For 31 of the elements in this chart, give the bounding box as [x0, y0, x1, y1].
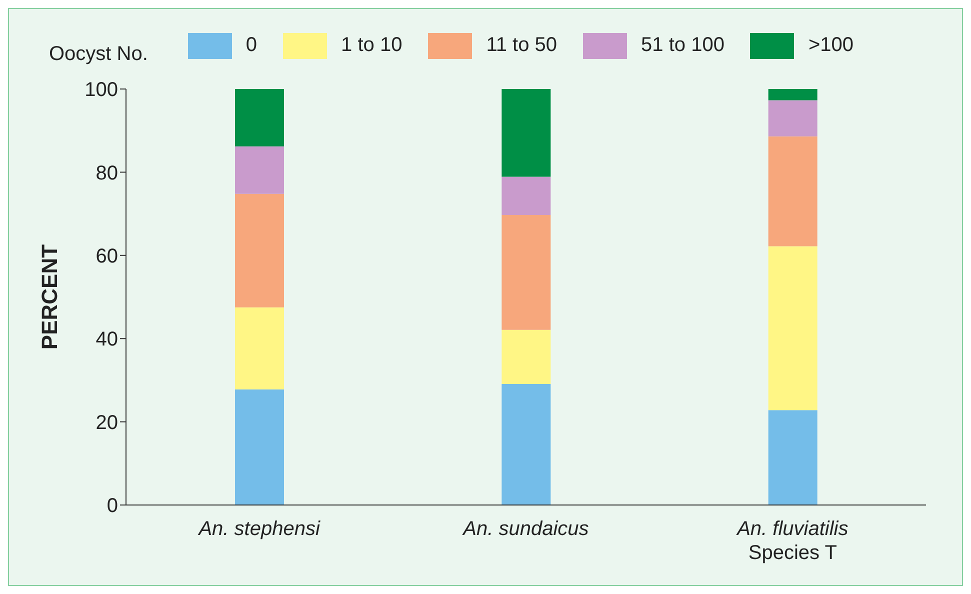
x-tick-label: An. stephensi	[198, 518, 320, 540]
bar	[768, 100, 818, 136]
bar	[502, 89, 551, 177]
bar	[768, 89, 818, 100]
bar	[502, 176, 551, 216]
bar	[768, 410, 818, 505]
y-tick-label: 60	[96, 246, 118, 268]
y-tick-label: 40	[96, 328, 118, 351]
bar	[768, 136, 818, 246]
bar	[502, 384, 551, 505]
legend-label: 0	[246, 34, 258, 57]
bar	[768, 246, 818, 410]
legend-title: Oocyst No.	[49, 43, 148, 66]
bar	[502, 330, 551, 384]
y-tick-label: 0	[106, 495, 118, 518]
bar	[502, 215, 551, 330]
y-tick-label: 20	[96, 412, 118, 434]
legend-label: >100	[808, 34, 854, 57]
x-tick-label: An. sundaicus	[462, 518, 589, 540]
y-tick-label: 100	[84, 79, 118, 102]
legend-label: 1 to 10	[341, 34, 402, 57]
bar	[235, 389, 284, 505]
y-tick-label: 80	[96, 162, 118, 184]
y-axis-title: PERCENT	[36, 244, 62, 350]
bar	[235, 146, 284, 194]
bar	[235, 307, 284, 390]
x-tick-label: An. fluviatilis Species T	[736, 518, 848, 564]
bar	[235, 194, 284, 308]
bar	[235, 89, 284, 146]
legend-label: 51 to 100	[641, 34, 724, 57]
legend-label: 11 to 50	[486, 34, 558, 57]
